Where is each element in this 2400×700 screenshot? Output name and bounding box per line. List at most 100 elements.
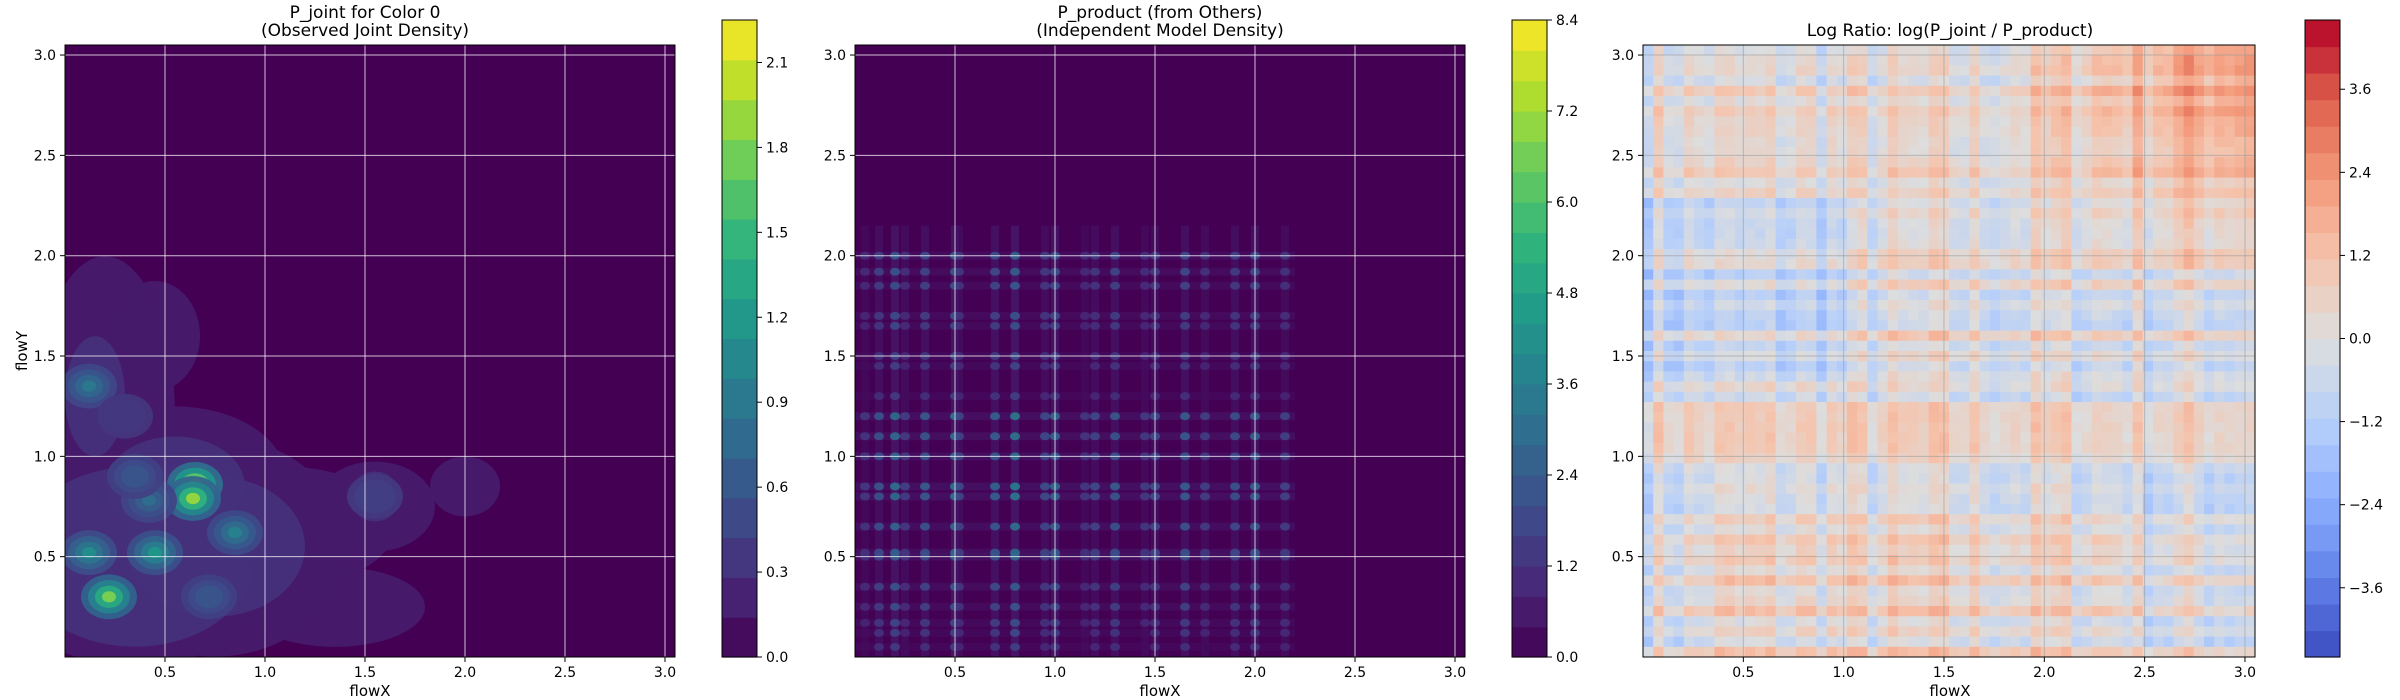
- product-cell: [920, 492, 930, 501]
- ratio-cell: [1683, 320, 1695, 332]
- product-cell: [860, 432, 870, 441]
- ratio-cell: [2193, 198, 2205, 209]
- ratio-cell: [2142, 269, 2154, 281]
- ratio-cell: [2040, 524, 2052, 536]
- ratio-cell: [1918, 198, 1930, 209]
- marginal-band-x: [1091, 225, 1099, 657]
- ratio-cell: [2081, 626, 2093, 638]
- ratio-cell: [1867, 228, 1879, 240]
- ratio-cell: [2153, 473, 2164, 485]
- ratio-cell: [1877, 340, 1889, 352]
- ratio-cell: [1653, 555, 1664, 566]
- ratio-cell: [1796, 85, 1807, 97]
- ratio-cell: [2020, 371, 2032, 383]
- ratio-cell: [1989, 106, 2001, 117]
- ratio-cell: [2061, 320, 2072, 332]
- ratio-cell: [2112, 147, 2123, 158]
- ratio-cell: [2132, 136, 2144, 148]
- product-cell: [1110, 321, 1120, 330]
- ratio-cell: [1898, 595, 1909, 607]
- ratio-cell: [1816, 85, 1828, 97]
- x-tick-label: 3.0: [1444, 665, 1466, 681]
- product-cell: [990, 281, 1000, 290]
- ratio-cell: [1969, 555, 1981, 566]
- ratio-cell: [1836, 279, 1848, 291]
- ratio-cell: [1959, 544, 1970, 556]
- ratio-cell: [1898, 575, 1909, 587]
- ratio-cell: [1989, 45, 2001, 56]
- ratio-cell: [2040, 136, 2052, 148]
- product-cell: [1090, 482, 1100, 491]
- product-cell: [1280, 628, 1290, 637]
- ratio-cell: [1653, 453, 1664, 464]
- ratio-cell: [2234, 136, 2246, 148]
- ratio-cell: [2183, 116, 2195, 128]
- ratio-cell: [2193, 187, 2205, 199]
- ratio-cell: [2204, 259, 2215, 270]
- ratio-cell: [2071, 45, 2083, 56]
- ratio-cell: [1673, 269, 1685, 281]
- ratio-cell: [1918, 75, 1930, 87]
- product-cell: [990, 267, 1000, 276]
- product-cell: [954, 392, 964, 401]
- ratio-cell: [2142, 208, 2154, 219]
- ratio-cell: [2030, 106, 2042, 117]
- ratio-cell: [2224, 616, 2236, 627]
- ratio-cell: [1928, 238, 1940, 250]
- ratio-cell: [2193, 646, 2205, 657]
- ratio-cell: [2132, 493, 2144, 505]
- colorbar-tick-label: 2.4: [2349, 165, 2371, 181]
- ratio-cell: [1704, 289, 1715, 301]
- ratio-cell: [1908, 136, 1919, 148]
- ratio-cell: [2244, 616, 2255, 627]
- ratio-cell: [2122, 310, 2134, 321]
- ratio-cell: [2010, 361, 2021, 372]
- ratio-cell: [1775, 534, 1787, 546]
- ratio-cell: [1867, 606, 1879, 617]
- ratio-cell: [2153, 249, 2164, 260]
- ratio-cell: [1816, 96, 1828, 107]
- product-cell: [990, 492, 1000, 501]
- ratio-cell: [1734, 218, 1746, 230]
- ratio-cell: [2224, 238, 2236, 250]
- product-cell: [900, 628, 910, 637]
- ratio-cell: [1989, 504, 2001, 515]
- product-cell: [1140, 311, 1150, 320]
- ratio-cell: [1673, 279, 1685, 291]
- product-cell: [920, 482, 930, 491]
- ratio-cell: [1785, 85, 1797, 97]
- ratio-cell: [1643, 402, 1654, 413]
- ratio-cell: [2214, 116, 2225, 128]
- ratio-cell: [1694, 198, 1705, 209]
- ratio-cell: [1765, 402, 1777, 413]
- ratio-cell: [2030, 514, 2042, 525]
- ratio-cell: [1826, 483, 1838, 495]
- ratio-cell: [1673, 218, 1685, 230]
- ratio-cell: [2040, 595, 2052, 607]
- ratio-cell: [2040, 371, 2052, 383]
- ratio-cell: [1653, 208, 1664, 219]
- ratio-cell: [2081, 473, 2093, 485]
- ratio-cell: [2204, 320, 2215, 332]
- product-cell: [860, 548, 870, 557]
- ratio-cell: [1673, 391, 1685, 403]
- ratio-cell: [1847, 167, 1858, 179]
- ratio-cell: [1796, 463, 1807, 474]
- ratio-cell: [1673, 493, 1685, 505]
- ratio-cell: [1653, 606, 1664, 617]
- ratio-cell: [1663, 340, 1675, 352]
- ratio-cell: [1979, 422, 1991, 434]
- product-cell: [1080, 582, 1090, 591]
- ratio-cell: [1918, 544, 1930, 556]
- ratio-cell: [1816, 555, 1828, 566]
- colorbar-level: [2305, 418, 2340, 446]
- ratio-cell: [2102, 453, 2113, 464]
- ratio-cell: [1877, 238, 1889, 250]
- ratio-cell: [1857, 228, 1868, 240]
- ratio-cell: [2112, 493, 2123, 505]
- ratio-cell: [1979, 442, 1991, 454]
- ratio-cell: [1653, 361, 1664, 372]
- ratio-cell: [2234, 636, 2246, 648]
- ratio-cell: [1989, 228, 2001, 240]
- ratio-cell: [2122, 147, 2134, 158]
